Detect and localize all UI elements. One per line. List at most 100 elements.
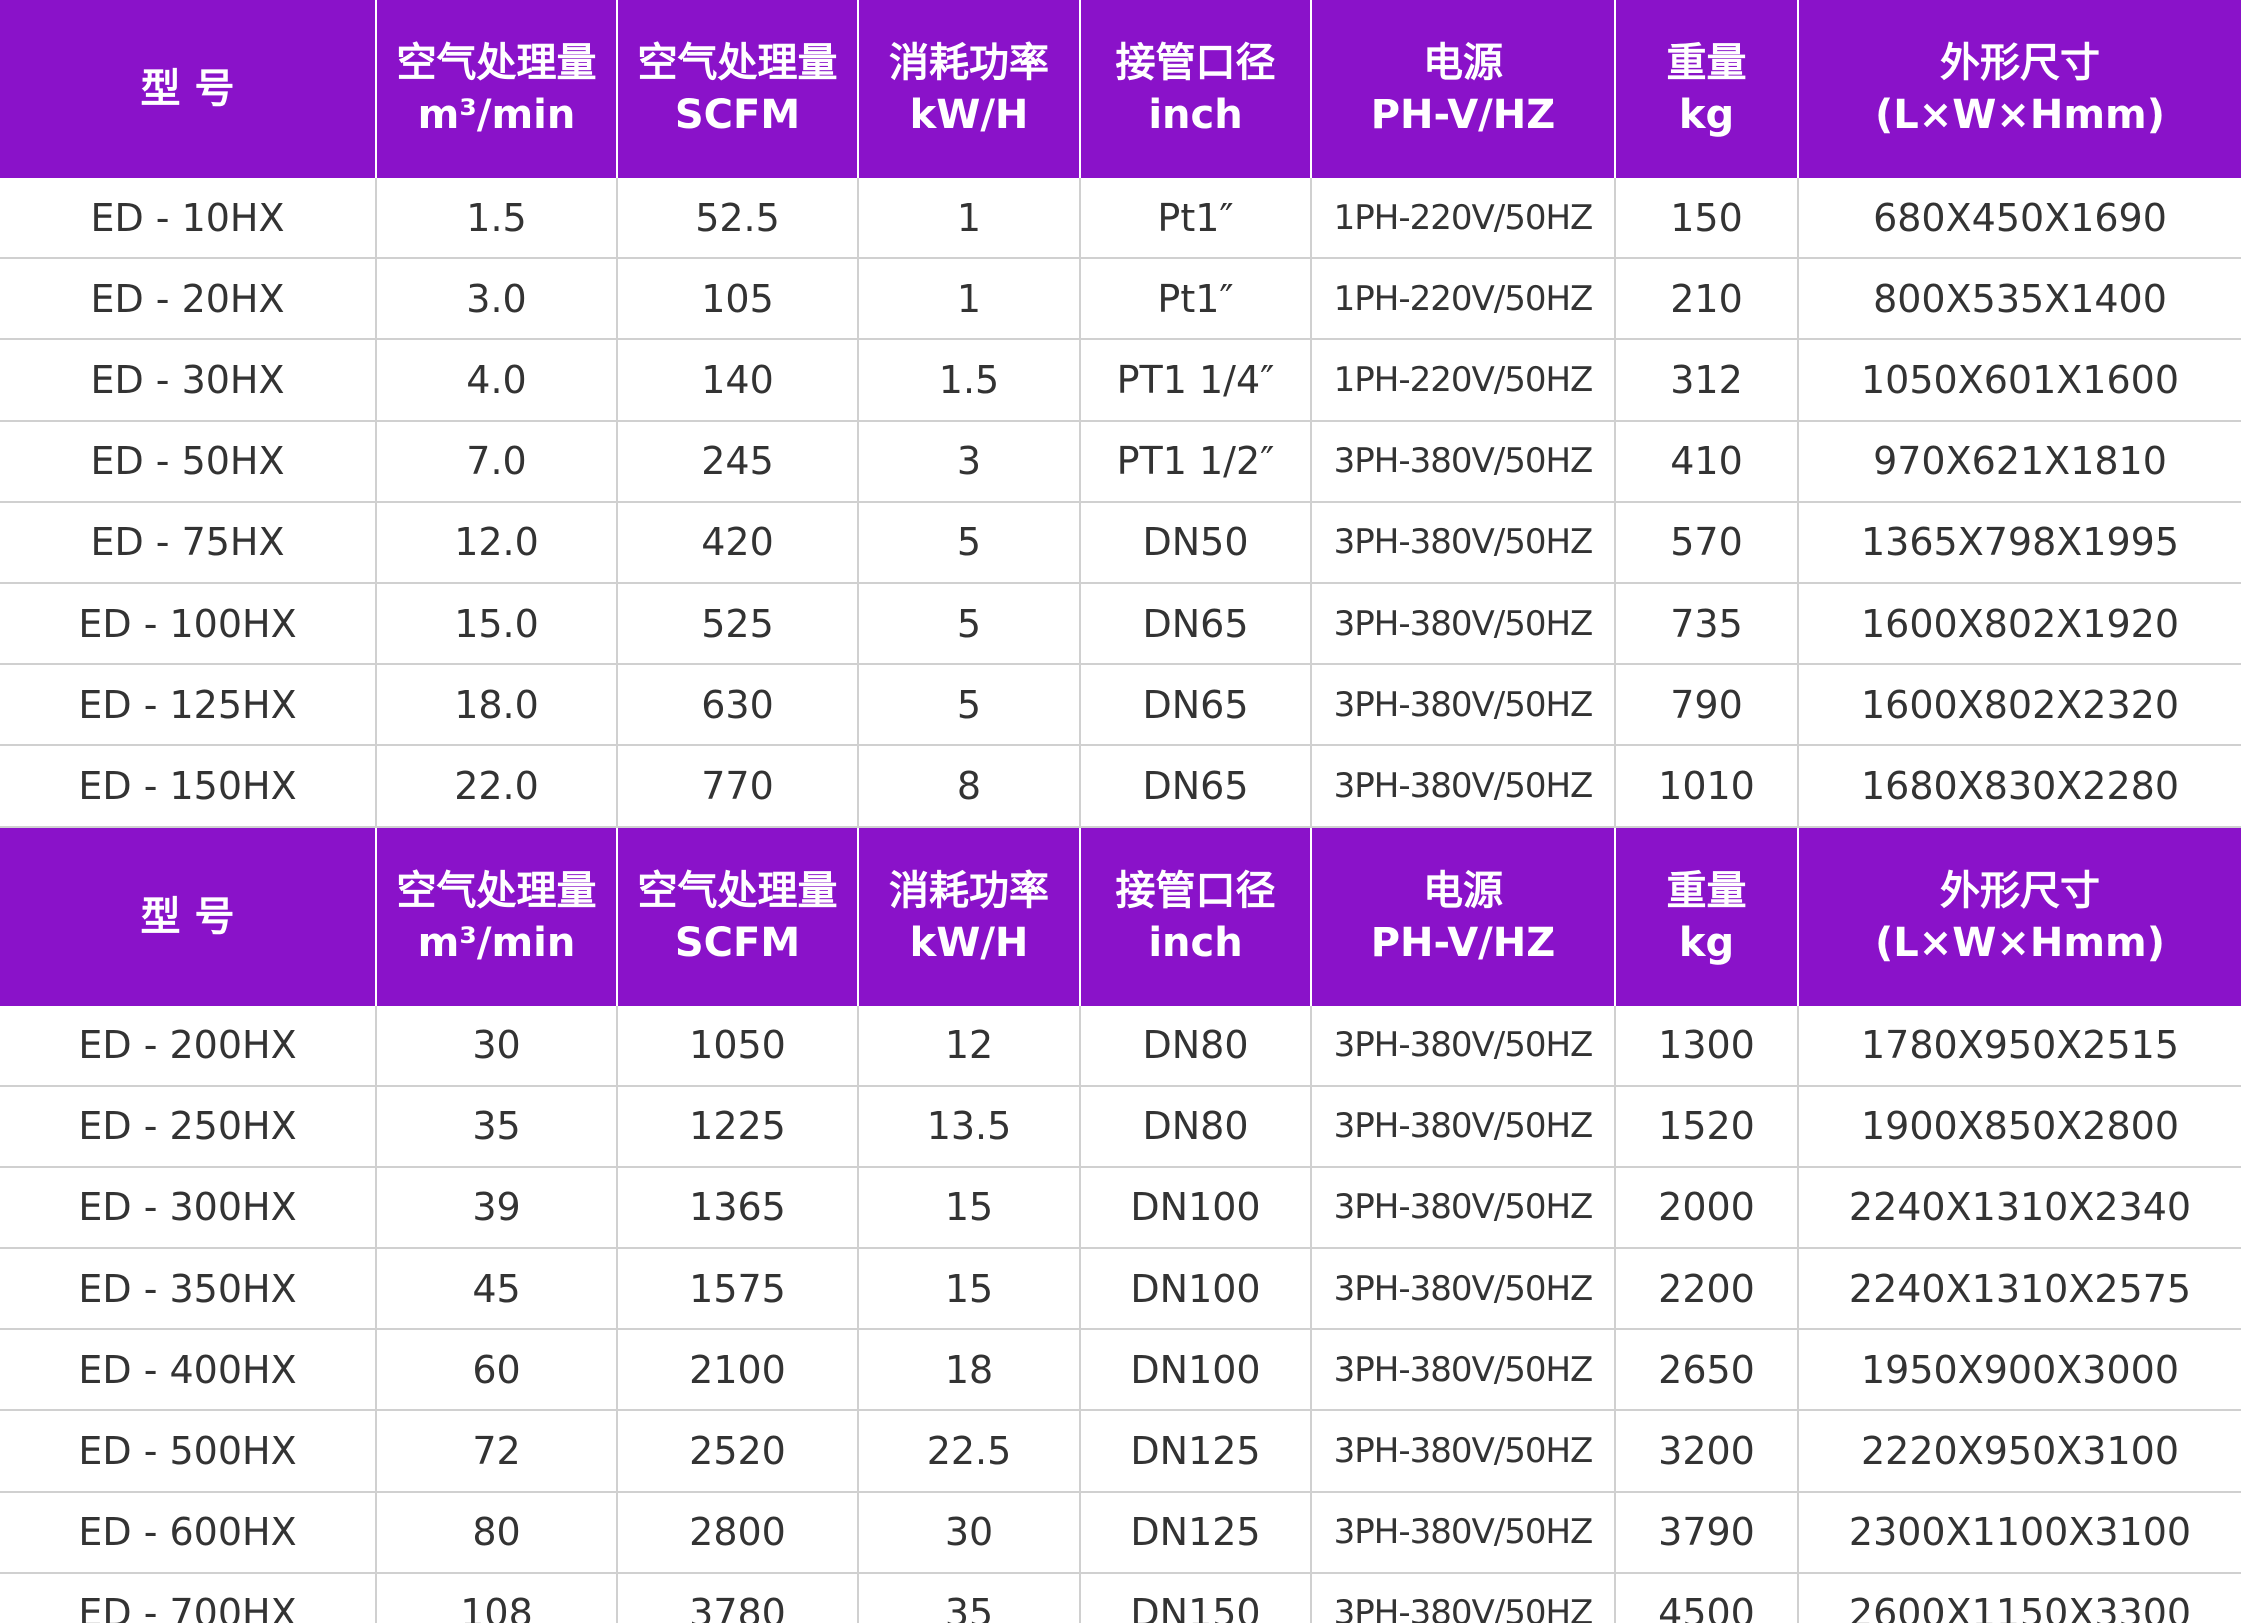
- data-row: ED - 400HX 60 2100 18 DN100 3PH-380V/50HZ 2650…: [0, 1329, 2241, 1412]
- data-cell: 22.0: [375, 745, 617, 828]
- data-cell: 312: [1614, 339, 1798, 422]
- header-cell: 型 号: [0, 0, 376, 178]
- data-cell: 3200: [1614, 1410, 1798, 1493]
- header-text: 空气处理量: [637, 867, 838, 914]
- header-cell: 消耗功率 kW/H: [857, 0, 1080, 178]
- spec-table: 型 号 空气处理量 m³/min 空气处理量 SCFM 消耗功率 kW/H 接管口径 inch 电…: [0, 0, 2241, 828]
- header-text: 重量: [1666, 867, 1747, 914]
- data-cell: 2300X1100X3100: [1797, 1491, 2241, 1574]
- data-row: ED - 700HX 108 3780 35 DN150 3PH-380V/50HZ 450…: [0, 1572, 2241, 1623]
- header-cell: 电源 PH-V/HZ: [1310, 0, 1615, 178]
- data-cell: 7.0: [375, 420, 617, 503]
- header-cell: 重量 kg: [1614, 827, 1798, 1006]
- data-cell: ED - 50HX: [0, 420, 376, 503]
- data-cell: 1575: [616, 1248, 858, 1331]
- data-cell: DN65: [1079, 664, 1311, 747]
- header-text: 接管口径: [1115, 867, 1276, 914]
- header-text: 空气处理量: [396, 40, 597, 86]
- data-cell: ED - 100HX: [0, 582, 376, 666]
- data-cell: 1050X601X1600: [1797, 339, 2241, 422]
- data-row: ED - 125HX 18.0 630 5 DN65 3PH-380V/50HZ 790 16…: [0, 664, 2241, 747]
- header-text: 外形尺寸: [1940, 40, 2100, 86]
- data-cell: 22.5: [857, 1410, 1080, 1493]
- data-cell: DN50: [1079, 501, 1311, 584]
- data-cell: 5: [857, 501, 1080, 584]
- header-text: 空气处理量: [396, 867, 597, 914]
- data-cell: DN100: [1079, 1329, 1311, 1412]
- data-cell: 3PH-380V/50HZ: [1310, 1005, 1615, 1087]
- data-cell: DN150: [1079, 1572, 1311, 1623]
- data-cell: 735: [1614, 582, 1798, 666]
- data-row: ED - 500HX 72 2520 22.5 DN125 3PH-380V/50HZ 32…: [0, 1410, 2241, 1493]
- data-cell: 2000: [1614, 1166, 1798, 1250]
- data-cell: 3PH-380V/50HZ: [1310, 1572, 1615, 1623]
- data-cell: PT1 1/4″: [1079, 339, 1311, 422]
- data-cell: DN65: [1079, 582, 1311, 666]
- data-cell: 2200: [1614, 1248, 1798, 1331]
- data-cell: ED - 125HX: [0, 664, 376, 747]
- data-cell: ED - 600HX: [0, 1491, 376, 1574]
- header-cell: 外形尺寸 (L×W×Hmm): [1797, 827, 2241, 1006]
- data-cell: 1PH-220V/50HZ: [1310, 258, 1615, 341]
- data-cell: 3PH-380V/50HZ: [1310, 745, 1615, 828]
- data-cell: DN100: [1079, 1166, 1311, 1250]
- data-cell: 140: [616, 339, 858, 422]
- data-cell: 800X535X1400: [1797, 258, 2241, 341]
- header-cell: 接管口径 inch: [1079, 0, 1311, 178]
- header-text: (L×W×Hmm): [1874, 919, 2166, 966]
- data-cell: 72: [375, 1410, 617, 1493]
- data-cell: 3: [857, 420, 1080, 503]
- header-text: kg: [1678, 92, 1735, 138]
- data-cell: 18.0: [375, 664, 617, 747]
- data-cell: 3PH-380V/50HZ: [1310, 1166, 1615, 1250]
- data-row: ED - 250HX 35 1225 13.5 DN80 3PH-380V/50HZ 152…: [0, 1085, 2241, 1168]
- data-cell: ED - 350HX: [0, 1248, 376, 1331]
- data-cell: 2220X950X3100: [1797, 1410, 2241, 1493]
- data-cell: 60: [375, 1329, 617, 1412]
- data-cell: 52.5: [616, 178, 858, 260]
- data-cell: 1225: [616, 1085, 858, 1168]
- data-cell: PT1 1/2″: [1079, 420, 1311, 503]
- data-row: ED - 200HX 30 1050 12 DN80 3PH-380V/50HZ 1300 1…: [0, 1005, 2241, 1087]
- header-cell: 空气处理量 m³/min: [375, 827, 617, 1006]
- header-text: 消耗功率: [889, 867, 1049, 914]
- header-text: m³/min: [417, 92, 576, 138]
- header-cell: 外形尺寸 (L×W×Hmm): [1797, 0, 2241, 178]
- data-cell: 2240X1310X2340: [1797, 1166, 2241, 1250]
- data-cell: 1PH-220V/50HZ: [1310, 178, 1615, 260]
- header-cell: 型 号: [0, 827, 376, 1006]
- header-text: 消耗功率: [889, 40, 1049, 86]
- header-text: 接管口径: [1115, 40, 1276, 86]
- data-cell: 3PH-380V/50HZ: [1310, 664, 1615, 747]
- data-cell: ED - 200HX: [0, 1005, 376, 1087]
- data-cell: ED - 250HX: [0, 1085, 376, 1168]
- data-cell: 45: [375, 1248, 617, 1331]
- data-cell: 108: [375, 1572, 617, 1623]
- data-cell: 35: [857, 1572, 1080, 1623]
- header-text: kW/H: [909, 919, 1029, 966]
- header-text: SCFM: [674, 919, 801, 966]
- data-cell: 245: [616, 420, 858, 503]
- data-cell: 5: [857, 664, 1080, 747]
- header-row: 型 号 空气处理量 m³/min 空气处理量 SCFM 消耗功率 kW/H 接管口径 inch 电…: [0, 827, 2241, 1006]
- data-cell: 35: [375, 1085, 617, 1168]
- data-cell: 210: [1614, 258, 1798, 341]
- header-text: SCFM: [674, 92, 801, 138]
- data-cell: 2240X1310X2575: [1797, 1248, 2241, 1331]
- data-row: ED - 75HX 12.0 420 5 DN50 3PH-380V/50HZ 570 136…: [0, 501, 2241, 584]
- data-cell: 3PH-380V/50HZ: [1310, 1085, 1615, 1168]
- header-text: 型 号: [140, 893, 235, 940]
- header-cell: 消耗功率 kW/H: [857, 827, 1080, 1006]
- data-cell: 4500: [1614, 1572, 1798, 1623]
- data-cell: 1300: [1614, 1005, 1798, 1087]
- data-cell: Pt1″: [1079, 258, 1311, 341]
- data-cell: 2520: [616, 1410, 858, 1493]
- data-cell: ED - 400HX: [0, 1329, 376, 1412]
- header-cell: 重量 kg: [1614, 0, 1798, 178]
- data-cell: 4.0: [375, 339, 617, 422]
- data-cell: 1900X850X2800: [1797, 1085, 2241, 1168]
- data-cell: 3PH-380V/50HZ: [1310, 501, 1615, 584]
- header-cell: 空气处理量 SCFM: [616, 827, 858, 1006]
- data-cell: 15.0: [375, 582, 617, 666]
